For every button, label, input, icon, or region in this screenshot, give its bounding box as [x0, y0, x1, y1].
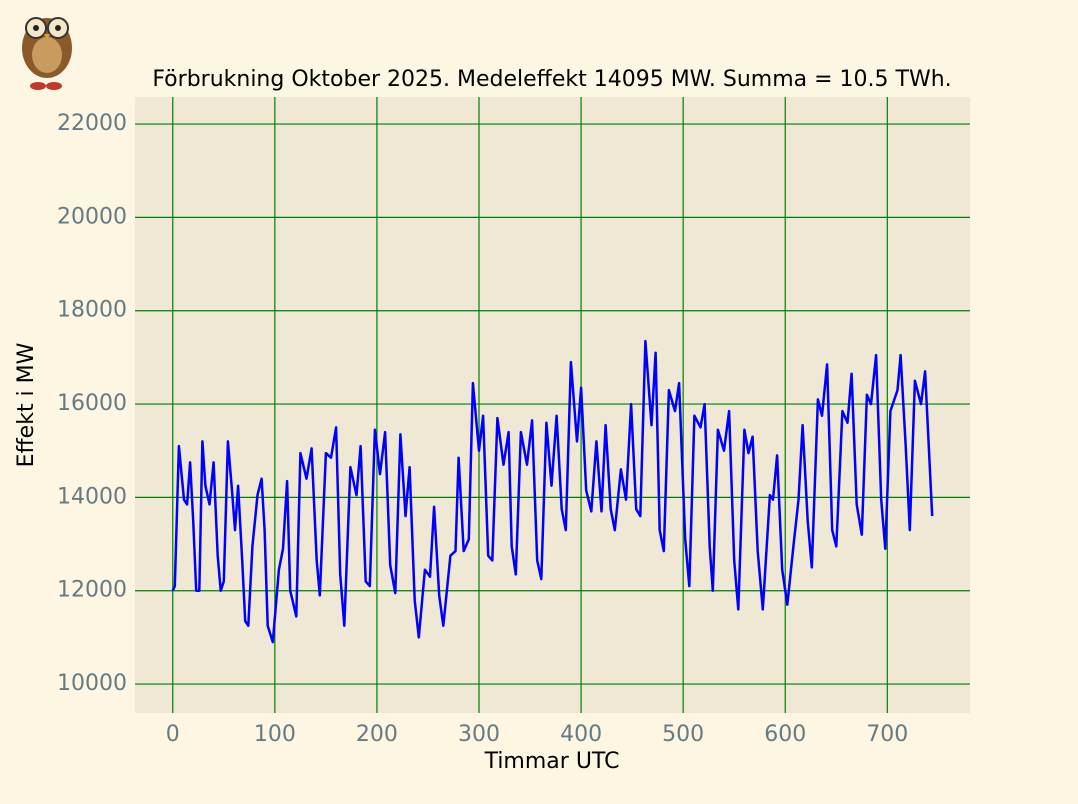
x-tick-label: 0	[166, 722, 180, 747]
plot-area	[135, 97, 970, 713]
y-tick-label: 22000	[57, 111, 127, 136]
x-axis-label: Timmar UTC	[484, 749, 620, 774]
x-tick-label: 300	[458, 722, 500, 747]
y-tick-label: 14000	[57, 484, 127, 509]
chart-title: Förbrukning Oktober 2025. Medeleffekt 14…	[152, 67, 951, 92]
owl-logo	[22, 17, 72, 90]
y-tick-label: 20000	[57, 204, 127, 229]
y-tick-label: 12000	[57, 578, 127, 603]
line-series	[171, 339, 934, 644]
x-tick-label: 100	[254, 722, 296, 747]
x-tick-label: 700	[866, 722, 908, 747]
y-tick-label: 18000	[57, 298, 127, 323]
y-axis-label: Effekt i MW	[14, 342, 39, 467]
x-tick-label: 600	[764, 722, 806, 747]
x-tick-label: 200	[356, 722, 398, 747]
y-tick-label: 16000	[57, 391, 127, 416]
x-tick-label: 500	[662, 722, 704, 747]
x-tick-label: 400	[560, 722, 602, 747]
y-tick-label: 10000	[57, 671, 127, 696]
marks	[171, 339, 934, 644]
